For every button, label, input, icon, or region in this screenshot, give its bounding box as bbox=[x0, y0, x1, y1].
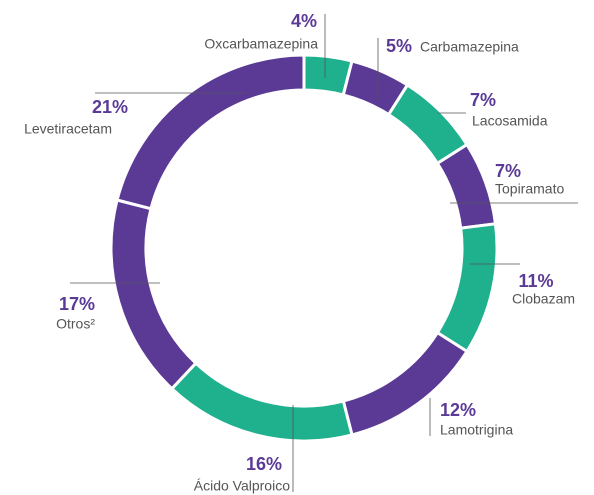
slice bbox=[109, 198, 198, 391]
value-label: 11% bbox=[518, 271, 553, 291]
category-label: Clobazam bbox=[512, 291, 575, 307]
value-label: 4% bbox=[291, 11, 317, 31]
category-label: Topiramato bbox=[495, 181, 564, 197]
slice bbox=[169, 361, 354, 443]
category-label: Oxcarbamazepina bbox=[204, 36, 318, 52]
category-label: Lamotrigina bbox=[440, 422, 513, 438]
value-label: 5% bbox=[386, 36, 412, 56]
slice bbox=[115, 53, 306, 211]
value-label: 7% bbox=[470, 90, 496, 110]
value-label: 7% bbox=[495, 161, 521, 181]
value-label: 21% bbox=[92, 97, 128, 117]
category-label: Lacosamida bbox=[472, 113, 548, 129]
category-label: Carbamazepina bbox=[420, 39, 519, 55]
category-label: Levetiracetam bbox=[24, 121, 112, 137]
category-label: Otros² bbox=[56, 316, 95, 332]
value-label: 17% bbox=[59, 294, 95, 314]
category-label: Ácido Valproico bbox=[194, 478, 290, 494]
slice bbox=[435, 142, 498, 230]
value-label: 16% bbox=[246, 454, 282, 474]
slice bbox=[435, 222, 499, 354]
value-label: 12% bbox=[440, 400, 476, 420]
